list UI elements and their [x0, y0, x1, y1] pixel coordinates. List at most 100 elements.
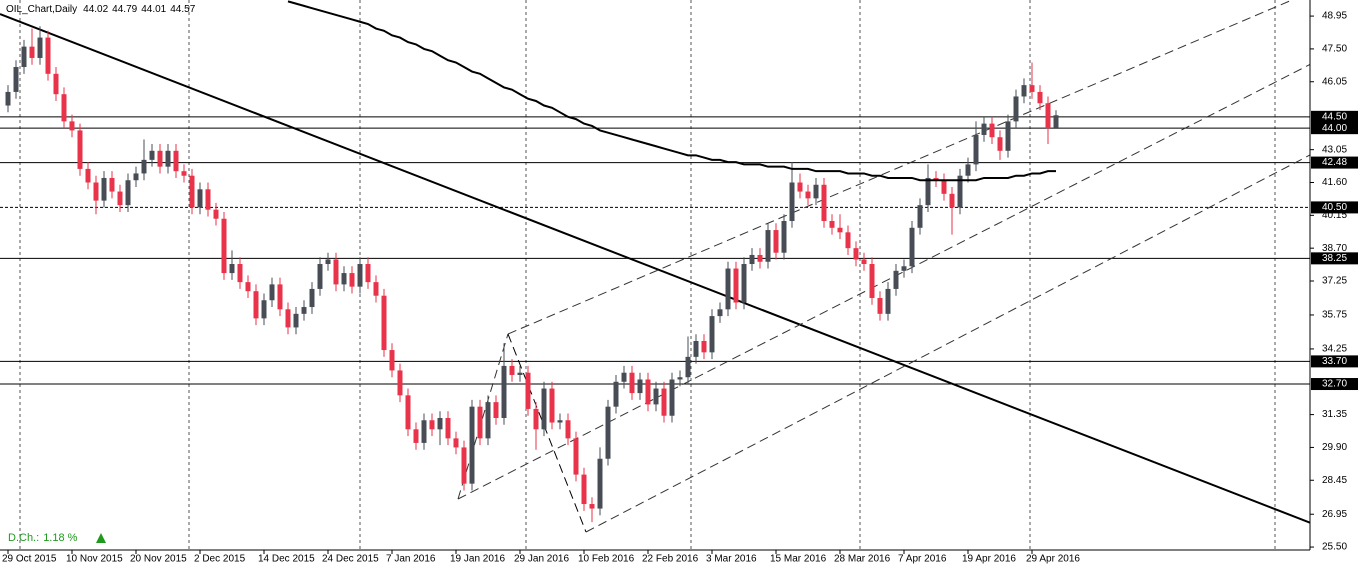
candle-body [157, 150, 163, 167]
candle-body [1005, 121, 1011, 151]
level-label-box [1311, 122, 1358, 135]
candle-body [349, 273, 355, 287]
level-label: 40.50 [1322, 202, 1347, 213]
y-tick-label: 35.75 [1322, 310, 1347, 321]
daily-change-unit: % [68, 532, 78, 544]
candle-body [229, 264, 235, 274]
candle-body [501, 365, 507, 418]
y-tick-label: 37.25 [1322, 276, 1347, 287]
candle-body [637, 379, 643, 394]
candle-body [397, 370, 403, 396]
candle-body [189, 175, 195, 208]
candle-body [749, 254, 755, 265]
candle-body [645, 379, 651, 405]
candle-body [253, 291, 259, 319]
candle-body [949, 193, 955, 208]
x-tick-label: 15 Mar 2016 [770, 554, 827, 565]
candle-body [717, 309, 723, 317]
candle-body [557, 420, 563, 423]
candle-body [781, 220, 787, 253]
candle-body [869, 264, 875, 298]
daily-change-value: 1.18 [43, 532, 64, 544]
y-tick-label: 25.50 [1322, 542, 1347, 553]
chart-title: OIL_Chart,Daily 44.02 44.79 44.01 44.57 [6, 4, 196, 15]
candle-body [333, 259, 339, 285]
candle-body [517, 372, 523, 375]
candle-body [773, 230, 779, 253]
candle-body [621, 372, 627, 382]
candle-body [221, 218, 227, 274]
y-tick-label: 43.05 [1322, 144, 1347, 155]
level-label: 33.70 [1322, 356, 1347, 367]
candle-body [845, 232, 851, 249]
candle-body [421, 420, 427, 443]
candle-body [37, 37, 43, 58]
y-tick-label: 48.95 [1322, 11, 1347, 22]
ohlc-high: 44.79 [112, 4, 137, 15]
level-label-box [1311, 355, 1358, 368]
x-tick-label: 29 Apr 2016 [1026, 554, 1080, 565]
candle-body [701, 341, 707, 353]
candle-body [93, 182, 99, 201]
candle-body [725, 268, 731, 310]
candle-body [85, 168, 91, 183]
candle-body [509, 365, 515, 375]
candle-body [989, 123, 995, 138]
candle-body [133, 173, 139, 181]
trend-line [0, 13, 1310, 524]
y-tick-label: 34.25 [1322, 344, 1347, 355]
candle-body [741, 264, 747, 303]
daily-change-arrow [96, 533, 106, 543]
chart-title-text: OIL_Chart,Daily [6, 4, 77, 15]
candle-body [909, 227, 915, 267]
candle-body [597, 458, 603, 509]
candle-body [29, 46, 35, 58]
candle-body [101, 177, 107, 201]
candle-body [21, 46, 27, 68]
x-tick-label: 20 Nov 2015 [130, 554, 187, 565]
level-label-box [1311, 252, 1358, 265]
level-label-box [1311, 201, 1358, 214]
ohlc-open: 44.02 [83, 4, 108, 15]
candle-body [277, 284, 283, 310]
candle-body [885, 288, 891, 314]
candle-body [861, 259, 867, 265]
level-label-box [1311, 378, 1358, 391]
candle-body [389, 350, 395, 371]
candle-body [237, 264, 243, 283]
y-tick-label: 26.95 [1322, 509, 1347, 520]
y-tick-label: 29.90 [1322, 442, 1347, 453]
candle-body [677, 377, 683, 380]
candle-body [661, 388, 667, 416]
y-tick-label: 31.35 [1322, 409, 1347, 420]
level-label: 44.00 [1322, 123, 1347, 134]
candle-body [533, 408, 539, 430]
candle-body [301, 307, 307, 314]
candle-body [269, 284, 275, 301]
candle-body [973, 134, 979, 165]
y-tick-label: 40.15 [1322, 210, 1347, 221]
candle-body [1029, 85, 1035, 92]
candle-body [541, 388, 547, 430]
channel-lower [585, 154, 1310, 533]
candle-body [429, 420, 435, 430]
candle-body [1013, 96, 1019, 122]
candle-body [925, 177, 931, 206]
candle-body [981, 123, 987, 135]
candle-body [125, 180, 131, 206]
y-tick-label: 41.60 [1322, 177, 1347, 188]
candle-body [685, 356, 691, 378]
candle-body [669, 379, 675, 416]
candle-body [605, 406, 611, 459]
candle-body [381, 295, 387, 351]
candle-body [789, 182, 795, 221]
candle-body [117, 191, 123, 206]
candle-body [853, 248, 859, 260]
x-tick-label: 29 Jan 2016 [514, 554, 569, 565]
candle-body [901, 266, 907, 271]
candle-body [917, 205, 923, 228]
x-tick-label: 29 Oct 2015 [2, 554, 57, 565]
level-label-box [1311, 110, 1358, 123]
